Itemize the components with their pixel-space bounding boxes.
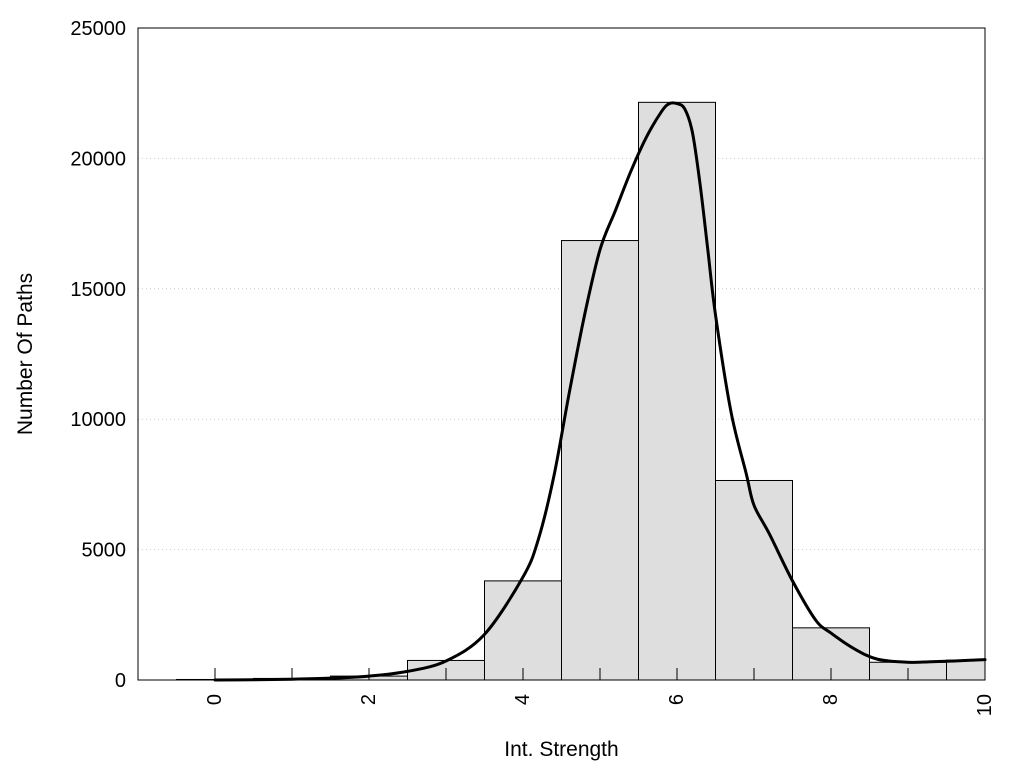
histogram-bar	[638, 101, 716, 681]
histogram-bars	[176, 101, 986, 681]
histogram-bar	[561, 240, 639, 681]
y-tick-label: 15000	[70, 279, 126, 301]
y-tick-label: 25000	[70, 18, 126, 40]
y-tick-label: 20000	[70, 148, 126, 170]
density-curve	[213, 101, 987, 682]
x-tick-label: 2	[358, 694, 380, 705]
x-tick-label: 10	[974, 694, 996, 716]
y-tick-label: 0	[115, 670, 126, 692]
plot-frame	[137, 27, 986, 681]
x-tick-label: 6	[666, 694, 688, 705]
histogram-bar	[715, 479, 793, 681]
x-tick-label: 0	[204, 694, 226, 705]
x-axis-title: Int. Strength	[504, 738, 618, 761]
y-tick-label: 10000	[70, 409, 126, 431]
y-tick-labels: 0 5000 10000 15000 20000 25000	[70, 18, 126, 692]
y-tick-label: 5000	[82, 540, 127, 562]
x-tick-label: 8	[820, 694, 842, 705]
x-tick-label: 4	[512, 694, 534, 705]
histogram-bar	[484, 580, 562, 681]
histogram-bar	[946, 659, 986, 681]
y-axis-title: Number Of Paths	[14, 273, 37, 435]
x-tick-labels: 0 2 4 6 8 10	[204, 694, 996, 716]
